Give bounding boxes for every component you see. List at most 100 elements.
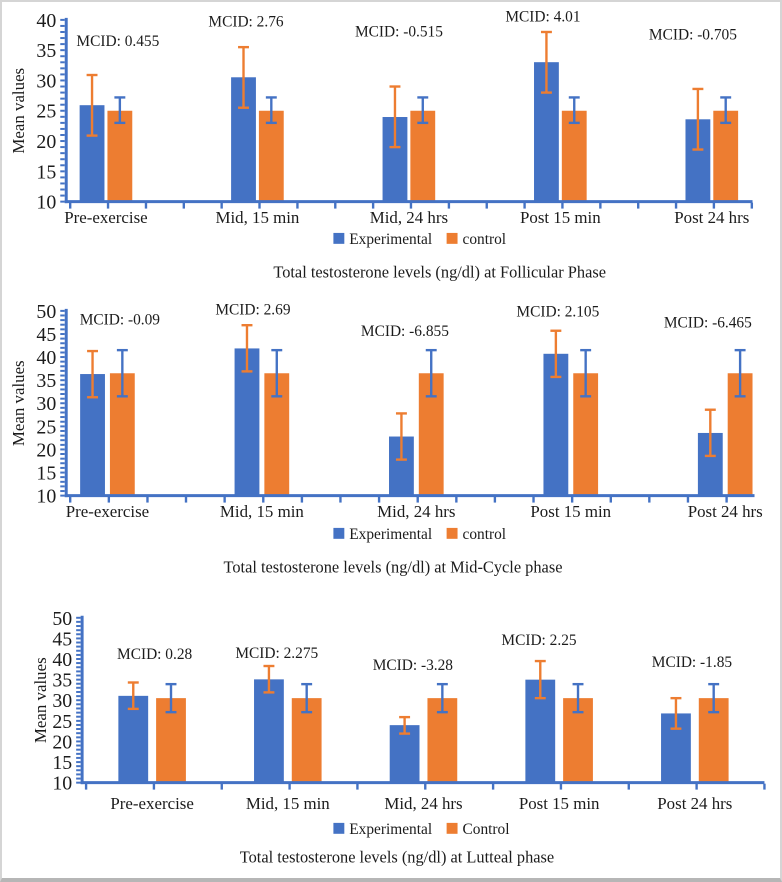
y-tick-label: 45 [36, 324, 56, 346]
y-tick-label: 35 [36, 40, 56, 62]
y-tick-label: 40 [52, 649, 72, 671]
y-tick-label: 20 [52, 731, 72, 753]
y-axis-title: Mean values [31, 657, 50, 743]
x-axis-ticks [84, 783, 766, 790]
bar-control-post-15-min [561, 110, 587, 202]
error-bar-control-post-15-min [580, 348, 592, 398]
x-category-label-post-15-min: Post 15 min [519, 794, 600, 813]
legend-label-control: control [463, 231, 507, 248]
chart-follicular-phase: 40 35 30 25 20 15 10 Pre-exercise Mid, 15 min Mid… [9, 8, 754, 282]
legend-swatch-control [446, 232, 458, 244]
y-tick-label: 20 [36, 131, 56, 153]
legend-swatch-control [446, 822, 458, 834]
y-tick-label: 15 [36, 161, 56, 183]
x-category-label-mid-24-hrs: Mid, 24 hrs [377, 502, 455, 521]
bar-experimental-mid-15-min [234, 348, 260, 496]
mcid-label-post-24-hrs: MCID: -1.85 [652, 654, 733, 671]
x-axis-ticks [69, 496, 728, 503]
error-bar-control-post-15-min [572, 682, 584, 714]
legend: Experimental control [333, 526, 506, 543]
y-tick-label: 25 [36, 101, 56, 123]
y-tick-label: 30 [52, 690, 72, 712]
y-tick-label: 25 [36, 416, 56, 438]
y-tick-label: 10 [52, 773, 72, 795]
error-bar-control-mid-15-min [265, 96, 277, 125]
y-tick-label: 35 [52, 670, 72, 692]
error-bar-experimental-post-24-hrs [670, 696, 682, 730]
mcid-label-mid-15-min: MCID: 2.76 [208, 13, 283, 30]
error-bar-experimental-mid-15-min [263, 664, 275, 694]
y-tick-label: 40 [36, 347, 56, 369]
x-category-label-post-24-hrs: Post 24 hrs [674, 208, 749, 227]
error-bar-experimental-pre-exercise [87, 349, 99, 399]
error-bar-control-mid-15-min [301, 682, 313, 714]
error-bar-experimental-mid-15-min [238, 45, 249, 109]
x-category-label-post-24-hrs: Post 24 hrs [688, 502, 763, 521]
y-tick-label: 50 [36, 301, 56, 323]
legend-label-control: Control [463, 821, 510, 838]
x-category-label-mid-24-hrs: Mid, 24 hrs [384, 794, 462, 813]
y-tick-label: 10 [36, 486, 56, 508]
legend-swatch-experimental [333, 822, 345, 834]
mcid-label-mid-24-hrs: MCID: -0.515 [355, 23, 443, 40]
mcid-label-post-24-hrs: MCID: -6.465 [664, 314, 752, 331]
y-tick-label: 10 [36, 192, 56, 214]
x-category-label-pre-exercise: Pre-exercise [66, 502, 149, 521]
error-bar-experimental-pre-exercise [86, 73, 98, 137]
error-bar-control-pre-exercise [165, 682, 177, 714]
error-bar-experimental-mid-15-min [241, 324, 253, 373]
error-bar-control-post-24-hrs [720, 96, 732, 125]
y-axis-ticks [76, 616, 81, 784]
x-category-label-post-15-min: Post 15 min [530, 502, 611, 521]
x-axis-ticks [69, 202, 754, 209]
legend-swatch-control [446, 527, 458, 539]
error-bar-control-post-24-hrs [708, 682, 720, 714]
y-tick-label: 15 [52, 752, 72, 774]
y-tick-label: 40 [36, 10, 56, 32]
legend-swatch-experimental [333, 527, 345, 539]
bar-control-mid-15-min [258, 110, 284, 202]
bar-control-post-24-hrs [713, 110, 739, 202]
error-bar-experimental-mid-24-hrs [395, 412, 407, 461]
mcid-label-pre-exercise: MCID: 0.455 [76, 33, 159, 50]
legend-label-experimental: Experimental [349, 231, 432, 248]
y-tick-label: 45 [52, 628, 72, 650]
error-bar-control-post-15-min [568, 96, 580, 125]
error-bar-experimental-post-15-min [550, 329, 562, 379]
y-tick-label: 15 [36, 463, 56, 485]
y-tick-label: 20 [36, 439, 56, 461]
chart-title: Total testosterone levels (ng/dl) at Lut… [240, 848, 554, 867]
chart-title: Total testosterone levels (ng/dl) at Fol… [273, 263, 606, 282]
mcid-label-pre-exercise: MCID: -0.09 [80, 311, 161, 328]
mcid-label-post-24-hrs: MCID: -0.705 [649, 26, 737, 43]
y-axis-title: Mean values [9, 68, 28, 154]
y-tick-label: 50 [52, 608, 72, 630]
legend: Experimental control [333, 231, 506, 248]
mcid-label-mid-15-min: MCID: 2.275 [235, 645, 318, 662]
x-category-label-mid-15-min: Mid, 15 min [246, 794, 330, 813]
y-axis-ticks [60, 18, 65, 203]
mcid-label-mid-24-hrs: MCID: -3.28 [373, 657, 454, 674]
mcid-label-mid-24-hrs: MCID: -6.855 [361, 323, 449, 340]
x-category-label-mid-15-min: Mid, 15 min [215, 208, 299, 227]
x-category-label-post-15-min: Post 15 min [520, 208, 601, 227]
y-axis-ticks [60, 309, 65, 497]
error-bar-experimental-mid-24-hrs [399, 715, 411, 735]
bar-experimental-mid-15-min [254, 679, 284, 783]
error-bar-control-pre-exercise [114, 96, 126, 125]
legend-swatch-experimental [333, 232, 345, 244]
legend-label-experimental: Experimental [349, 821, 432, 838]
error-bar-experimental-post-15-min [534, 659, 546, 700]
x-category-label-pre-exercise: Pre-exercise [110, 794, 193, 813]
legend-label-control: control [463, 526, 507, 543]
mcid-label-pre-exercise: MCID: 0.28 [117, 646, 192, 663]
y-tick-label: 30 [36, 70, 56, 92]
mcid-label-mid-15-min: MCID: 2.69 [215, 301, 290, 318]
error-bar-control-pre-exercise [116, 348, 128, 398]
y-axis-title: Mean values [9, 360, 28, 446]
error-bar-control-mid-24-hrs [436, 682, 448, 714]
x-category-label-post-24-hrs: Post 24 hrs [657, 794, 732, 813]
